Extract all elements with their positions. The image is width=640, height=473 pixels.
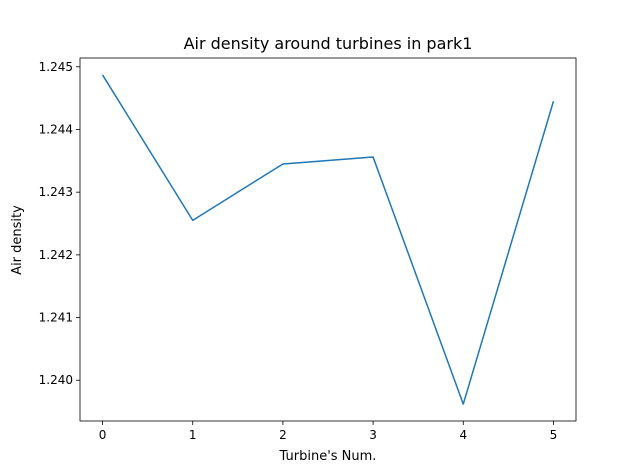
chart-title: Air density around turbines in park1: [184, 34, 473, 53]
y-tick-label: 1.241: [39, 311, 73, 325]
y-tick-label: 1.242: [39, 248, 73, 262]
x-tick-label: 4: [459, 428, 467, 442]
y-tick-label: 1.243: [39, 185, 73, 199]
x-tick-label: 2: [279, 428, 287, 442]
x-tick-label: 0: [99, 428, 107, 442]
y-tick-label: 1.244: [39, 122, 73, 136]
x-axis-label: Turbine's Num.: [279, 449, 377, 464]
plot-area: [79, 57, 577, 422]
y-tick-label: 1.245: [39, 60, 73, 74]
x-tick-label: 3: [369, 428, 377, 442]
y-axis-label: Air density: [10, 205, 25, 275]
series-line: [101, 74, 555, 405]
y-axis-ticks: 1.240 1.241 1.242 1.243 1.244 1.245: [39, 60, 80, 387]
x-tick-label: 1: [189, 428, 197, 442]
axes-frame: [79, 57, 577, 422]
x-tick-label: 5: [550, 428, 558, 442]
y-tick-label: 1.240: [39, 373, 73, 387]
x-axis-ticks: 0 1 2 3 4 5: [99, 421, 558, 442]
